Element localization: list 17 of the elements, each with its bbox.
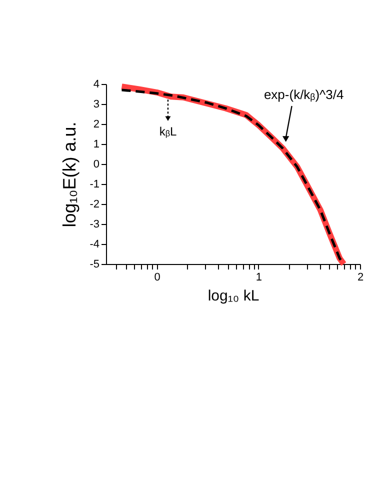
annotation: exp-(k/kᵦ)^3/4 — [264, 87, 344, 102]
y-tick-label: 1 — [93, 138, 100, 150]
x-tick-label: 1 — [256, 272, 262, 284]
y-axis-title: log₁₀E(k) a.u. — [60, 122, 80, 228]
y-tick-label: 0 — [93, 158, 100, 170]
y-tick-label: 3 — [93, 98, 100, 110]
x-tick-label: 0 — [154, 272, 160, 284]
x-axis-title: log₁₀ kL — [208, 288, 260, 304]
y-tick-label: -5 — [90, 258, 100, 270]
y-tick-label: -4 — [90, 238, 100, 250]
y-tick-label: 2 — [93, 118, 100, 130]
y-tick-label: 4 — [93, 78, 100, 90]
x-tick-label: 2 — [357, 272, 364, 284]
annotation: kᵦL — [159, 124, 177, 139]
y-tick-label: -1 — [90, 178, 100, 190]
y-tick-label: -3 — [90, 218, 100, 230]
y-tick-label: -2 — [90, 198, 100, 210]
